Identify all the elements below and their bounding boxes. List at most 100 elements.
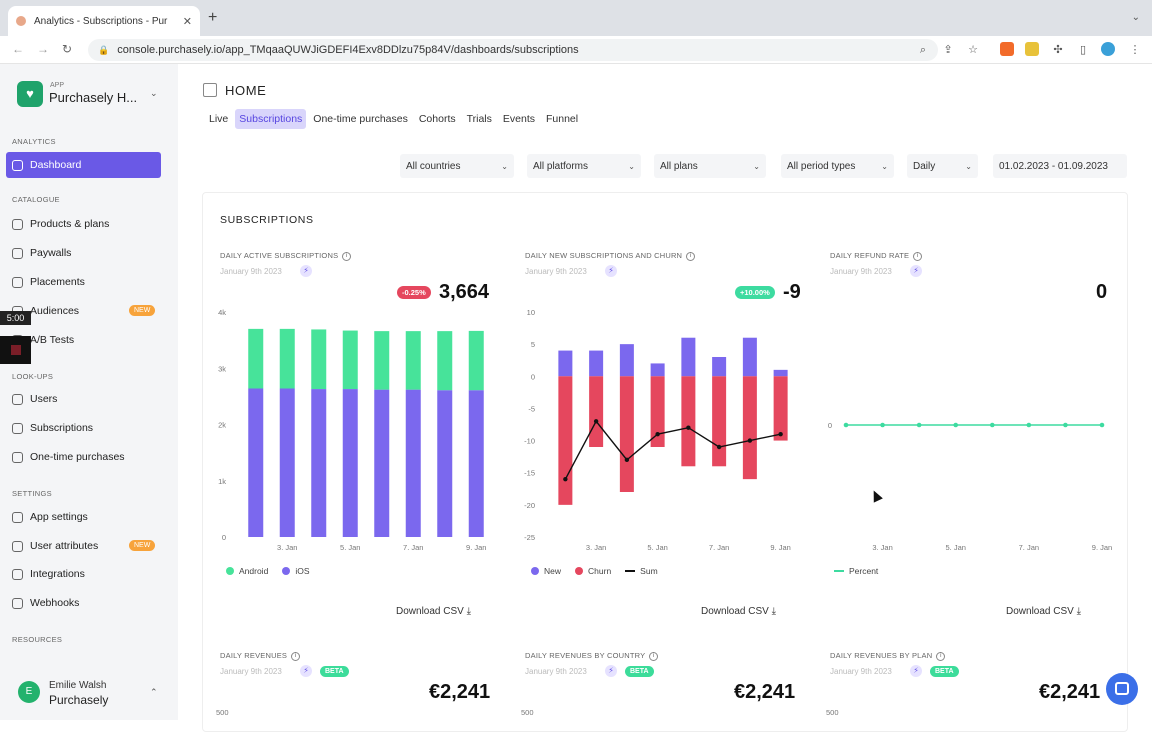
country-select[interactable]: All countries ⌄ [400,154,514,178]
info-icon[interactable]: i [649,651,659,661]
close-tab-icon[interactable]: ✕ [182,15,192,28]
side-panel-icon[interactable]: ▯ [1079,44,1087,56]
sidebar-item-label: Audiences [30,305,80,317]
platform-select[interactable]: All platforms ⌄ [527,154,641,178]
bar-ios [311,389,327,537]
tab-one-time-purchases[interactable]: One-time purchases [313,113,408,125]
legend-item-new[interactable]: New [531,566,561,576]
reload-icon[interactable]: ↻ [62,42,73,56]
lightning-icon[interactable]: ⚡ [910,665,922,677]
chevron-down-icon[interactable]: ⌄ [150,88,158,98]
axis-tick: 500 [216,708,229,717]
legend-item-android[interactable]: Android [226,566,268,576]
y-tick-label: 5 [531,340,535,349]
tab-search-icon[interactable]: ⌄ [1131,12,1140,23]
info-icon[interactable]: i [686,251,696,261]
user-avatar[interactable]: E [18,681,40,703]
download-csv-button[interactable]: Download CSV ⤓ [1006,606,1081,617]
browser-menu-icon[interactable]: ⋮ [1129,44,1141,56]
info-icon[interactable]: i [291,651,301,661]
sidebar-item-dashboard[interactable]: Dashboard [6,152,161,178]
sidebar-item-app-settings[interactable]: App settings [12,509,88,525]
sidebar-item-integrations[interactable]: Integrations [12,566,85,582]
y-tick-label: -25 [524,533,535,542]
sidebar-item-users[interactable]: Users [12,391,57,407]
chevron-up-icon[interactable]: ⌃ [150,687,158,697]
legend-item-ios[interactable]: iOS [282,566,309,576]
lightning-icon[interactable]: ⚡ [605,265,617,277]
tab-subscriptions[interactable]: Subscriptions [235,109,307,129]
bar-new [712,357,727,377]
tab-funnel[interactable]: Funnel [546,113,579,125]
url-text: console.purchasely.io/app_TMqaaQUWJiGDEF… [117,44,579,56]
new-tab-icon[interactable]: + [208,9,218,26]
bar-ios [342,389,358,537]
bar-ios [405,389,421,537]
bar-new [742,337,757,377]
sidebar-item-webhooks[interactable]: Webhooks [12,595,79,611]
kpi-value: €2,241 [429,681,491,703]
products-icon [12,218,23,230]
bar-android [311,329,327,390]
plan-select[interactable]: All plans ⌄ [654,154,766,178]
app-switcher[interactable]: Purchasely H... [49,90,138,105]
section-title: SUBSCRIPTIONS [220,214,314,226]
info-icon[interactable]: i [342,251,352,261]
legend-item-churn[interactable]: Churn [575,566,611,576]
sidebar-item-products[interactable]: Products & plans [12,216,109,232]
share-icon[interactable]: ⇪ [943,44,953,56]
tab-events[interactable]: Events [502,113,535,125]
extension-icon[interactable] [1025,42,1039,56]
sidebar-item-label: Subscriptions [30,422,94,434]
tab-cohorts[interactable]: Cohorts [418,113,456,125]
recording-timer: 5:00 [0,311,31,325]
zoom-icon[interactable]: ⌕ [919,44,927,56]
info-icon[interactable]: i [913,251,923,261]
download-csv-button[interactable]: Download CSV ⤓ [396,606,471,617]
date-range-picker[interactable]: 01.02.2023 - 01.09.2023 [993,154,1127,178]
placements-icon [12,276,23,288]
sidebar-item-placements[interactable]: Placements [12,274,85,290]
info-icon[interactable]: i [936,651,946,661]
legend-item-percent[interactable]: Percent [834,566,878,576]
users-icon [12,393,23,405]
chart-date: January 9th 2023 [830,667,892,676]
support-chat-button[interactable] [1106,673,1138,705]
lightning-icon[interactable]: ⚡ [910,265,922,277]
lightning-icon[interactable]: ⚡ [300,265,312,277]
x-tick-label: 7. Jan [709,543,729,552]
app-label: APP [50,82,65,89]
granularity-select[interactable]: Daily ⌄ [907,154,978,178]
select-value: 01.02.2023 - 01.09.2023 [999,160,1108,172]
bookmark-star-icon[interactable]: ☆ [968,44,978,56]
kpi-value: €2,241 [734,681,796,703]
y-tick-label: 0 [222,533,226,542]
kpi-value: €2,241 [1039,681,1101,703]
address-bar[interactable]: 🔒 console.purchasely.io/app_TMqaaQUWJiGD… [88,39,938,61]
extension-hubspot-icon[interactable] [1000,42,1014,56]
recording-stop-button[interactable] [0,336,31,364]
bar-android [374,331,390,390]
lightning-icon[interactable]: ⚡ [605,665,617,677]
sidebar-item-one-time[interactable]: One-time purchases [12,449,125,465]
extensions-puzzle-icon[interactable]: ✣ [1053,44,1063,56]
y-tick-label: -20 [524,501,535,510]
lightning-icon[interactable]: ⚡ [300,665,312,677]
download-csv-button[interactable]: Download CSV ⤓ [701,606,776,617]
back-icon[interactable]: ← [12,42,24,56]
period-type-select[interactable]: All period types ⌄ [781,154,894,178]
section-lookups: LOOK-UPS [12,372,54,381]
forward-icon[interactable]: → [37,42,49,56]
sidebar-item-user-attributes[interactable]: User attributes [12,538,98,554]
browser-tab[interactable]: Analytics - Subscriptions - Pur ✕ [8,6,200,36]
legend-new-churn: New Churn Sum [531,566,658,576]
profile-avatar[interactable] [1101,42,1115,56]
sidebar-item-subscriptions[interactable]: Subscriptions [12,420,93,436]
sidebar-item-paywalls[interactable]: Paywalls [12,245,71,261]
bar-new [589,350,604,377]
tab-trials[interactable]: Trials [466,113,492,125]
sum-point [747,438,753,443]
webhooks-icon [12,597,23,609]
tab-live[interactable]: Live [209,113,229,125]
legend-item-sum[interactable]: Sum [625,566,658,576]
